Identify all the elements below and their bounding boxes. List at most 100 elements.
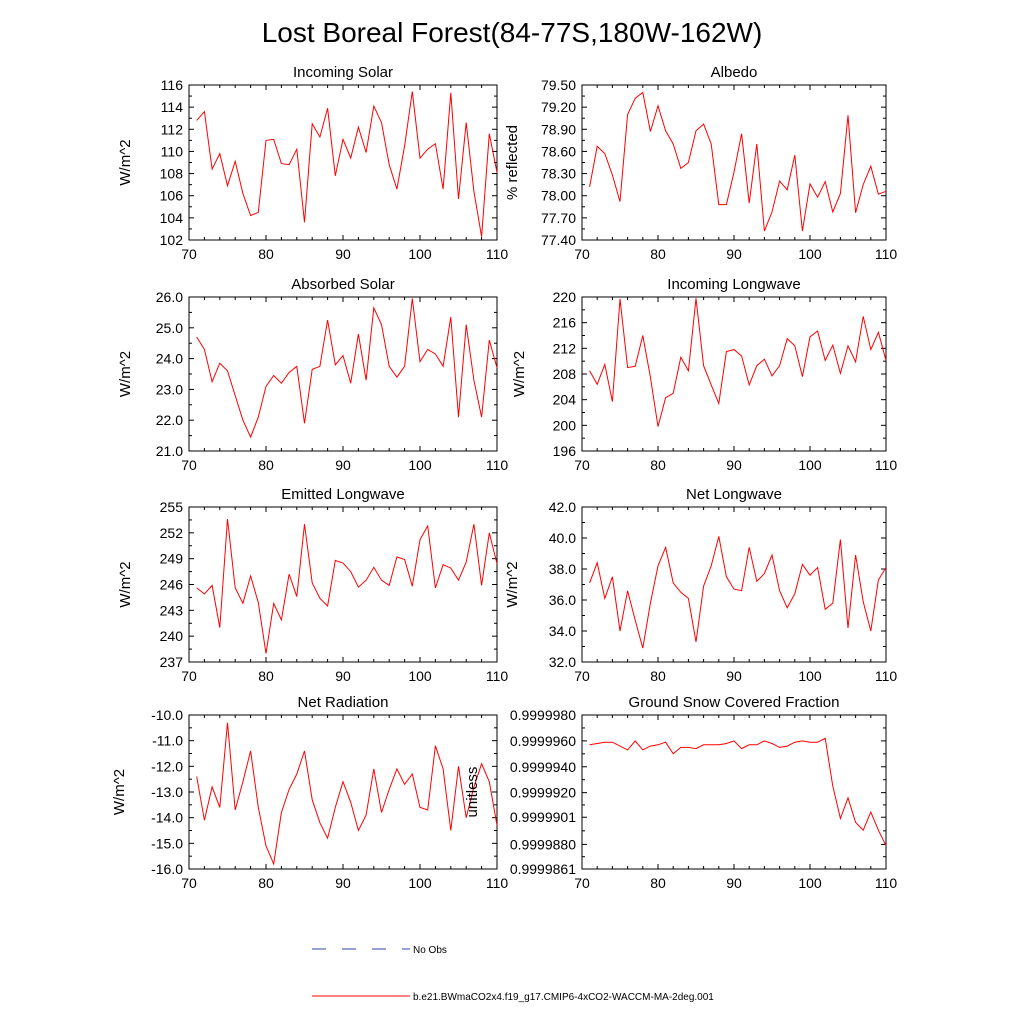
panel-absorbed-solar: Absorbed Solar W/m^2 70 80 90 100 110 21.0 22.0 2… xyxy=(117,276,508,473)
x-tick-label: 100 xyxy=(408,457,432,473)
y-tick-label: 78.60 xyxy=(541,143,576,159)
y-tick-label: 78.90 xyxy=(541,121,576,137)
panel-title: Incoming Solar xyxy=(293,64,393,81)
y-tick-label: 42.0 xyxy=(549,499,576,515)
y-tick-label: 112 xyxy=(161,121,184,137)
y-tick-label: 21.0 xyxy=(156,443,183,459)
y-tick-label: 110 xyxy=(161,143,184,159)
series-line-model xyxy=(196,519,498,654)
x-tick-label: 70 xyxy=(181,457,197,473)
y-tick-label: 24.0 xyxy=(156,351,183,367)
x-tick-label: 80 xyxy=(650,457,666,473)
panel-title: Albedo xyxy=(711,64,758,81)
y-tick-label: 77.40 xyxy=(541,232,576,248)
y-tick-label: 0.9999980 xyxy=(510,707,576,723)
y-tick-label: 26.0 xyxy=(156,289,183,305)
series-line-model xyxy=(196,298,498,439)
x-tick-label: 100 xyxy=(408,246,432,262)
y-tick-label: 78.00 xyxy=(541,188,576,204)
x-tick-label: 80 xyxy=(258,875,274,891)
plot-frame xyxy=(581,506,887,663)
y-axis-label: W/m^2 xyxy=(117,351,134,397)
y-tick-label: 237 xyxy=(160,654,184,670)
series-line-model xyxy=(196,722,498,866)
series-line-model xyxy=(589,737,887,846)
y-tick-label: 200 xyxy=(553,417,577,433)
y-tick-label: 252 xyxy=(160,525,184,541)
plot-frame xyxy=(188,714,498,870)
series-line-model xyxy=(589,91,887,232)
x-tick-label: 90 xyxy=(726,457,742,473)
x-tick-label: 80 xyxy=(650,875,666,891)
x-tick-label: 70 xyxy=(181,875,197,891)
x-tick-label: 90 xyxy=(335,875,351,891)
x-tick-label: 110 xyxy=(875,668,898,684)
y-tick-label: -15.0 xyxy=(151,835,183,851)
y-tick-label: 0.9999901 xyxy=(510,809,576,825)
y-tick-label: -14.0 xyxy=(151,810,183,826)
y-tick-label: 23.0 xyxy=(156,381,183,397)
panel-title: Net Radiation xyxy=(298,694,389,711)
y-tick-label: 32.0 xyxy=(549,654,576,670)
y-axis-label: W/m^2 xyxy=(117,139,134,185)
y-tick-label: -10.0 xyxy=(151,707,183,723)
y-tick-label: 22.0 xyxy=(156,412,183,428)
series-line-model xyxy=(196,91,498,237)
x-tick-label: 90 xyxy=(335,457,351,473)
y-tick-label: 79.20 xyxy=(541,99,576,115)
x-tick-label: 90 xyxy=(726,246,742,262)
panel-title: Ground Snow Covered Fraction xyxy=(629,694,840,711)
y-axis-label: % reflected xyxy=(504,125,521,200)
y-tick-label: 212 xyxy=(553,340,577,356)
y-tick-label: 114 xyxy=(161,99,184,115)
x-tick-label: 80 xyxy=(650,246,666,262)
x-tick-label: 110 xyxy=(875,246,898,262)
y-tick-label: 0.9999861 xyxy=(510,861,576,877)
y-tick-label: -12.0 xyxy=(151,758,183,774)
x-tick-label: 90 xyxy=(335,246,351,262)
x-tick-label: 100 xyxy=(798,668,822,684)
y-tick-label: -16.0 xyxy=(151,861,183,877)
y-tick-label: 78.30 xyxy=(541,166,576,182)
x-tick-label: 100 xyxy=(408,668,432,684)
x-tick-label: 90 xyxy=(726,875,742,891)
y-tick-label: 0.9999940 xyxy=(510,759,576,775)
plot-frame xyxy=(581,714,887,870)
y-tick-label: 216 xyxy=(553,315,577,331)
x-tick-label: 70 xyxy=(574,457,590,473)
y-tick-label: 204 xyxy=(553,392,577,408)
panel-title: Incoming Longwave xyxy=(667,276,800,293)
figure-title: Lost Boreal Forest(84-77S,180W-162W) xyxy=(262,17,763,48)
x-tick-label: 70 xyxy=(574,246,590,262)
y-axis-label: W/m^2 xyxy=(511,351,528,397)
x-tick-label: 110 xyxy=(486,457,509,473)
plot-frame xyxy=(581,84,887,241)
y-tick-label: 240 xyxy=(160,628,184,644)
panel-net-radiation: Net Radiation W/m^2 70 80 90 100 110 -16.0 -15.0… xyxy=(111,694,508,891)
panel-title: Net Longwave xyxy=(686,486,782,503)
y-tick-label: 79.50 xyxy=(541,77,576,93)
x-tick-label: 110 xyxy=(486,246,509,262)
x-tick-label: 100 xyxy=(798,457,822,473)
x-tick-label: 80 xyxy=(258,246,274,262)
y-tick-label: 40.0 xyxy=(549,530,576,546)
x-tick-label: 110 xyxy=(486,875,509,891)
y-tick-label: 220 xyxy=(553,289,577,305)
x-tick-label: 80 xyxy=(258,668,274,684)
y-tick-label: -13.0 xyxy=(151,784,183,800)
y-axis-label: W/m^2 xyxy=(111,769,128,815)
panel-net-longwave: Net Longwave W/m^2 70 80 90 100 110 32.0 34.0 36.… xyxy=(504,486,897,684)
y-tick-label: 246 xyxy=(160,577,184,593)
panel-title: Emitted Longwave xyxy=(281,486,404,503)
legend-model-label: b.e21.BWmaCO2x4.f19_g17.CMIP6-4xCO2-WACC… xyxy=(413,992,714,1003)
panel-incoming-longwave: Incoming Longwave W/m^2 70 80 90 100 110 196 200… xyxy=(511,276,897,473)
y-tick-label: 106 xyxy=(160,188,184,204)
x-tick-label: 70 xyxy=(574,875,590,891)
y-tick-label: 0.9999960 xyxy=(510,733,576,749)
y-axis-label: unitless xyxy=(464,767,481,818)
y-tick-label: 102 xyxy=(160,232,184,248)
panel-albedo: Albedo % reflected 70 80 90 100 110 77.40 77.70 7… xyxy=(504,64,897,262)
y-tick-label: 36.0 xyxy=(549,592,576,608)
y-tick-label: 0.9999920 xyxy=(510,785,576,801)
legend: No Obs b.e21.BWmaCO2x4.f19_g17.CMIP6-4xC… xyxy=(312,945,714,1003)
